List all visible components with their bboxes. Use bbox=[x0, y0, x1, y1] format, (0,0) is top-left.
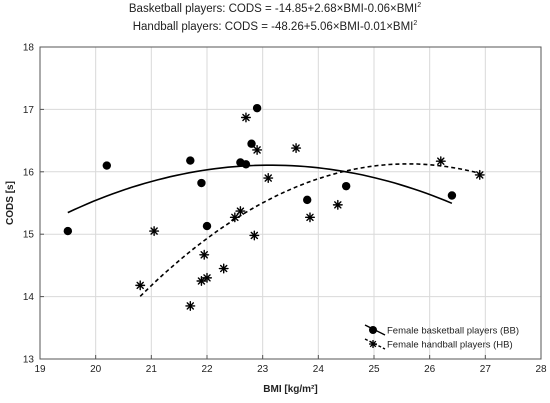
basketball-point bbox=[341, 181, 351, 191]
x-tick-label: 25 bbox=[368, 364, 380, 375]
data-points bbox=[63, 103, 485, 311]
y-tick-label: 14 bbox=[23, 292, 35, 303]
handball-point bbox=[229, 212, 240, 223]
legend-marker-basketball bbox=[369, 326, 377, 334]
plot-frame bbox=[39, 46, 542, 360]
handball-point bbox=[249, 230, 260, 241]
fit-line-handball bbox=[139, 163, 481, 297]
basketball-point bbox=[202, 221, 212, 231]
handball-point bbox=[252, 144, 263, 155]
x-tick-label: 27 bbox=[480, 364, 492, 375]
y-tick-label: 16 bbox=[23, 167, 35, 178]
x-axis-ticks: 19 20 21 22 23 24 25 26 27 28 bbox=[34, 355, 547, 375]
handball-point bbox=[291, 143, 302, 154]
legend-marker-handball bbox=[369, 340, 377, 348]
x-tick-label: 24 bbox=[313, 364, 325, 375]
y-tick-label: 18 bbox=[23, 43, 35, 54]
handball-point bbox=[332, 199, 343, 210]
handball-point bbox=[474, 169, 485, 180]
x-tick-label: 19 bbox=[34, 364, 46, 375]
y-tick-label: 13 bbox=[23, 355, 35, 366]
y-axis-ticks: 13 14 15 16 17 18 bbox=[23, 43, 44, 366]
handball-point bbox=[240, 112, 251, 123]
x-tick-label: 28 bbox=[535, 364, 547, 375]
handball-point bbox=[199, 249, 210, 260]
fit-lines bbox=[67, 163, 481, 297]
x-tick-label: 23 bbox=[257, 364, 269, 375]
legend-label: Female basketball players (BB) bbox=[387, 326, 519, 337]
basketball-point bbox=[241, 160, 251, 169]
basketball-point bbox=[303, 195, 312, 205]
basketball-point bbox=[252, 103, 262, 113]
handball-point bbox=[263, 173, 274, 184]
equation-basketball: Basketball players: CODS = -14.85+2.68×B… bbox=[128, 2, 422, 15]
basketball-point bbox=[63, 226, 73, 236]
handball-point bbox=[435, 156, 446, 167]
fit-line-basketball bbox=[67, 164, 453, 214]
legend: Female basketball players (BB) Female han… bbox=[364, 324, 519, 351]
equation-handball: Handball players: CODS = -48.26+5.06×BMI… bbox=[132, 20, 418, 33]
basketball-point bbox=[447, 191, 457, 200]
legend-label: Female handball players (HB) bbox=[387, 340, 513, 351]
handball-point bbox=[185, 300, 196, 311]
x-tick-label: 21 bbox=[146, 364, 158, 375]
basketball-point bbox=[247, 139, 256, 148]
y-axis-title: CODS [s] bbox=[5, 181, 16, 225]
x-tick-label: 20 bbox=[90, 364, 102, 375]
x-axis-title: BMI [kg/m²] bbox=[263, 384, 317, 395]
handball-point bbox=[304, 212, 315, 223]
handball-point bbox=[135, 280, 146, 291]
y-tick-label: 15 bbox=[23, 230, 35, 241]
handball-point bbox=[218, 263, 229, 274]
basketball-point bbox=[102, 161, 112, 170]
x-tick-label: 26 bbox=[424, 364, 436, 375]
grid bbox=[39, 46, 542, 360]
basketball-point bbox=[186, 156, 195, 165]
y-tick-label: 17 bbox=[23, 105, 35, 116]
x-tick-label: 22 bbox=[201, 364, 213, 375]
handball-point bbox=[201, 272, 213, 283]
handball-point bbox=[235, 206, 246, 217]
basketball-point bbox=[197, 178, 206, 188]
handball-point bbox=[149, 226, 160, 237]
